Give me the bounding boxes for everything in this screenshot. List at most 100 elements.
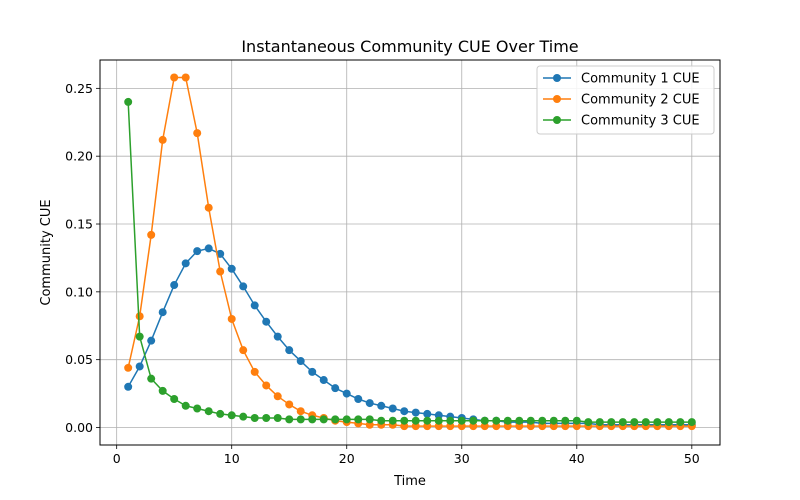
series-3-point bbox=[308, 415, 317, 424]
series-1-point bbox=[388, 404, 397, 413]
series-3-point bbox=[331, 415, 340, 424]
series-2 bbox=[124, 73, 696, 431]
x-tick-label: 20 bbox=[339, 451, 355, 466]
series-3-point bbox=[595, 418, 604, 427]
series-3-point bbox=[469, 416, 478, 425]
legend-label: Community 3 CUE bbox=[581, 114, 700, 129]
series-2-point bbox=[285, 400, 294, 409]
series-3-point bbox=[687, 418, 696, 427]
series-3-point bbox=[239, 412, 248, 421]
series-1-point bbox=[170, 281, 179, 290]
series-1-point bbox=[193, 247, 202, 256]
series-2-point bbox=[239, 346, 248, 355]
series-3-point bbox=[538, 416, 547, 425]
legend-marker bbox=[553, 116, 561, 124]
legend-entry: Community 3 CUE bbox=[543, 114, 700, 129]
legend-label: Community 2 CUE bbox=[581, 93, 700, 108]
series-3-point bbox=[584, 418, 593, 427]
y-axis-label: Community CUE bbox=[39, 199, 54, 305]
series-3-point bbox=[480, 416, 489, 425]
series-3-point bbox=[607, 418, 616, 427]
series-2-point bbox=[181, 73, 190, 82]
series-2-point bbox=[193, 129, 202, 138]
series-3-point bbox=[457, 416, 466, 425]
series-1 bbox=[124, 244, 696, 429]
series-3-point bbox=[434, 416, 443, 425]
x-tick-label: 10 bbox=[224, 451, 240, 466]
legend-marker bbox=[553, 95, 561, 103]
legend-entry: Community 2 CUE bbox=[543, 93, 700, 108]
series-3-point bbox=[158, 386, 167, 395]
series-3-point bbox=[664, 418, 673, 427]
series-1-point bbox=[285, 346, 294, 355]
series-2-point bbox=[216, 267, 225, 276]
series-3-point bbox=[630, 418, 639, 427]
series-3-point bbox=[446, 416, 455, 425]
series-3-point bbox=[170, 395, 179, 404]
series-1-point bbox=[423, 409, 432, 418]
series-1-point bbox=[377, 401, 386, 410]
series-3-point bbox=[561, 416, 570, 425]
series-2-point bbox=[273, 392, 282, 401]
series-1-line bbox=[127, 247, 692, 426]
series-1-point bbox=[331, 384, 340, 393]
series-2-point bbox=[262, 381, 271, 390]
series-3-point bbox=[227, 411, 236, 420]
series-3-point bbox=[250, 414, 259, 422]
series-1-point bbox=[135, 362, 144, 371]
series-2-point bbox=[227, 314, 236, 323]
series-3-point bbox=[124, 97, 133, 106]
series-1-point bbox=[239, 282, 248, 291]
series-3-point bbox=[641, 418, 650, 427]
series-3-point bbox=[549, 416, 558, 425]
series-3-point bbox=[653, 418, 662, 427]
series-1-point bbox=[354, 395, 363, 404]
legend-marker bbox=[553, 74, 561, 82]
y-tick-label: 0.20 bbox=[65, 149, 93, 164]
series-3-point bbox=[181, 401, 190, 410]
series-layer bbox=[124, 73, 696, 431]
series-3-point bbox=[503, 416, 512, 425]
legend-box bbox=[536, 65, 715, 135]
series-2-point bbox=[204, 203, 213, 212]
series-1-point bbox=[411, 408, 420, 417]
series-2-point bbox=[158, 135, 167, 144]
series-3-point bbox=[193, 404, 202, 413]
series-3-line bbox=[127, 101, 692, 423]
series-1-point bbox=[342, 389, 351, 398]
x-tick-label: 30 bbox=[454, 451, 470, 466]
series-3-point bbox=[411, 416, 420, 425]
series-1-point bbox=[400, 407, 409, 416]
x-tick-label: 40 bbox=[569, 451, 585, 466]
series-2-point bbox=[250, 367, 259, 376]
series-3-point bbox=[618, 418, 627, 427]
series-1-point bbox=[147, 336, 156, 345]
series-1-point bbox=[365, 399, 374, 408]
series-1-point bbox=[216, 249, 225, 258]
series-3-point bbox=[515, 416, 524, 425]
series-3-point bbox=[147, 374, 156, 383]
series-1-point bbox=[204, 244, 213, 253]
series-3-point bbox=[526, 416, 535, 425]
series-1-point bbox=[124, 382, 133, 391]
series-3 bbox=[124, 97, 696, 427]
series-3-point bbox=[492, 416, 501, 425]
series-3-point bbox=[319, 415, 328, 424]
series-1-point bbox=[296, 357, 305, 366]
x-axis-label: Time bbox=[393, 474, 426, 489]
x-tick-label: 0 bbox=[113, 451, 121, 466]
series-1-point bbox=[319, 376, 328, 385]
y-tick-label: 0.25 bbox=[65, 81, 93, 96]
series-3-point bbox=[400, 416, 409, 425]
y-tick-label: 0.05 bbox=[65, 352, 93, 367]
x-tick-label: 50 bbox=[684, 451, 700, 466]
series-3-point bbox=[216, 409, 225, 418]
y-tick-label: 0.15 bbox=[65, 217, 93, 232]
series-1-point bbox=[227, 264, 236, 273]
legend-label: Community 1 CUE bbox=[581, 72, 700, 87]
series-3-point bbox=[377, 416, 386, 425]
series-2-point bbox=[170, 73, 179, 82]
series-2-point bbox=[147, 230, 156, 239]
series-3-point bbox=[354, 415, 363, 424]
